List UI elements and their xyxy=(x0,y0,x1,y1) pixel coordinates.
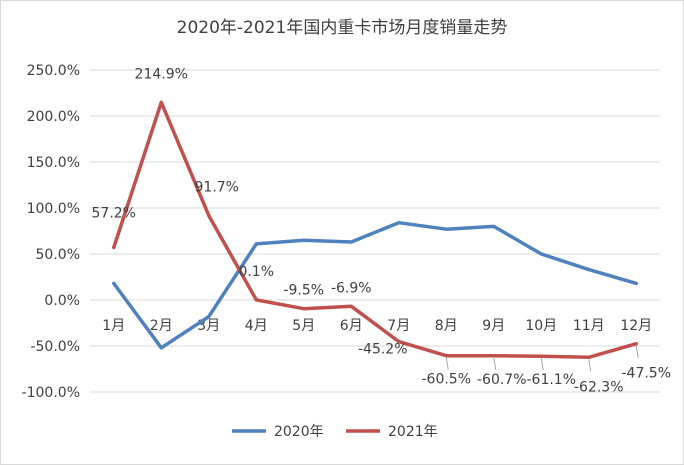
data-label: -45.2% xyxy=(358,342,408,358)
x-tick-label: 7月 xyxy=(387,318,410,334)
data-label: 57.2% xyxy=(92,205,136,221)
y-tick-label: -100.0% xyxy=(22,385,80,401)
chart-title: 2020年-2021年国内重卡市场月度销量走势 xyxy=(177,18,508,38)
data-label: 0.1% xyxy=(238,264,274,280)
x-tick-label: 5月 xyxy=(292,318,315,334)
y-axis-ticks: 250.0% 200.0% 150.0% 100.0% 50.0% 0.0% -50.0% -… xyxy=(22,63,80,401)
legend: 2020年 2021年 xyxy=(232,424,438,440)
x-tick-label: 6月 xyxy=(340,318,363,334)
x-tick-label: 12月 xyxy=(620,318,652,334)
data-label: -47.5% xyxy=(621,366,671,382)
data-labels: 57.2% 214.9% 91.7% 0.1% -9.5% -6.9% -45.2% -60.… xyxy=(92,66,672,395)
y-tick-label: 0.0% xyxy=(44,293,80,309)
x-tick-label: 8月 xyxy=(435,318,458,334)
data-label: -61.1% xyxy=(526,372,576,388)
x-tick-label: 9月 xyxy=(482,318,505,334)
label-leader xyxy=(588,359,592,372)
y-tick-label: 250.0% xyxy=(27,63,80,79)
series-line-1 xyxy=(112,220,639,350)
y-tick-label: -50.0% xyxy=(30,339,80,355)
y-tick-label: 100.0% xyxy=(27,201,80,217)
gridlines xyxy=(90,69,660,393)
data-label: -9.5% xyxy=(283,283,324,299)
legend-label: 2021年 xyxy=(388,424,438,440)
data-label: -60.7% xyxy=(477,372,527,388)
data-label: -6.9% xyxy=(331,280,372,296)
data-label: 91.7% xyxy=(195,180,239,196)
series-line-2 xyxy=(112,100,639,360)
x-tick-label: 4月 xyxy=(245,318,268,334)
x-tick-label: 1月 xyxy=(102,318,125,334)
y-tick-label: 50.0% xyxy=(36,247,80,263)
label-leader xyxy=(635,345,639,358)
data-label: -62.3% xyxy=(574,379,624,395)
x-axis-ticks: 1月 2月 3月 4月 5月 6月 7月 8月 9月 10月 11月 12月 xyxy=(102,318,652,334)
label-leader xyxy=(445,357,449,370)
x-tick-label: 11月 xyxy=(573,318,605,334)
data-label: 214.9% xyxy=(135,66,188,82)
legend-label: 2020年 xyxy=(274,424,324,440)
y-tick-label: 150.0% xyxy=(27,155,80,171)
y-tick-label: 200.0% xyxy=(27,109,80,125)
label-leader xyxy=(540,358,544,371)
x-tick-label: 2月 xyxy=(150,318,173,334)
series-lines xyxy=(112,100,639,360)
label-leader xyxy=(493,357,497,370)
x-tick-label: 10月 xyxy=(525,318,557,334)
data-label: -60.5% xyxy=(421,372,471,388)
